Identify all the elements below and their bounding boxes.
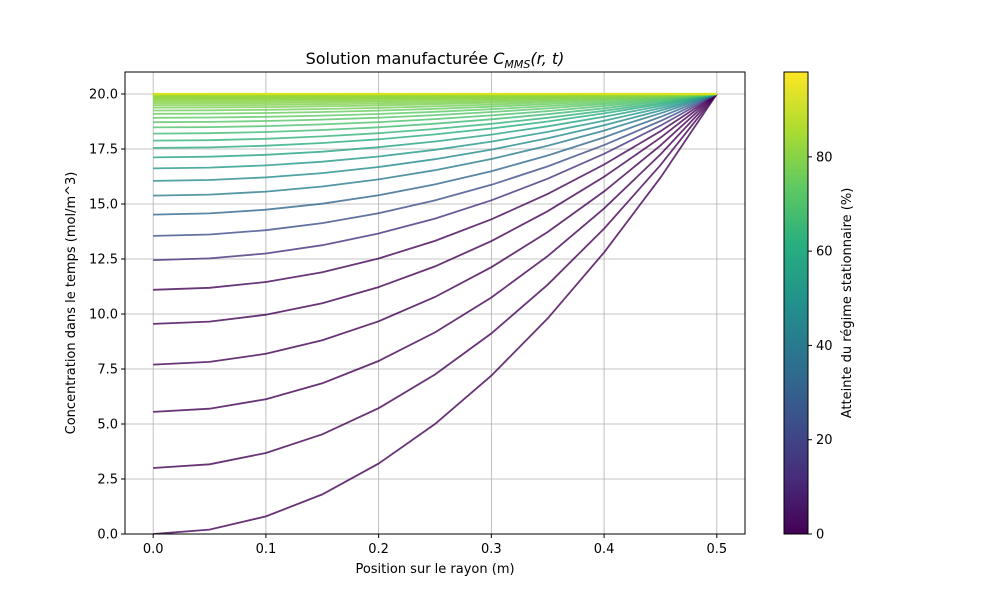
y-tick-label: 5.0 bbox=[97, 418, 118, 433]
series-line bbox=[153, 93, 717, 115]
x-tick-label: 0.1 bbox=[256, 542, 277, 557]
series-line bbox=[153, 93, 718, 469]
series-line bbox=[153, 93, 718, 237]
colorbar-tick-label: 60 bbox=[816, 245, 833, 260]
y-tick-label: 15.0 bbox=[89, 198, 118, 213]
y-tick-label: 2.5 bbox=[97, 473, 118, 488]
series-line bbox=[153, 93, 717, 129]
y-tick-label: 20.0 bbox=[89, 88, 118, 103]
series-line bbox=[153, 93, 718, 261]
series-line bbox=[153, 93, 718, 325]
y-tick-label: 17.5 bbox=[89, 143, 118, 158]
series-line bbox=[153, 93, 718, 197]
series-line bbox=[153, 93, 717, 159]
colorbar bbox=[783, 71, 809, 535]
series-line bbox=[153, 93, 717, 135]
x-tick-label: 0.0 bbox=[143, 542, 164, 557]
y-axis-label: Concentration dans le temps (mol/m^3) bbox=[64, 172, 79, 435]
colorbar-tick-label: 40 bbox=[816, 339, 833, 354]
plot-frame bbox=[124, 71, 746, 535]
x-tick-label: 0.5 bbox=[706, 542, 727, 557]
colorbar-ticks: 0 20 40 60 80 bbox=[808, 150, 833, 543]
series-line bbox=[153, 93, 718, 366]
series-line bbox=[153, 93, 718, 291]
colorbar-tick-label: 0 bbox=[816, 528, 824, 543]
x-tick-label: 0.3 bbox=[481, 542, 502, 557]
y-tick-label: 7.5 bbox=[97, 363, 118, 378]
y-tick-label: 12.5 bbox=[89, 253, 118, 268]
x-axis-label: Position sur le rayon (m) bbox=[355, 562, 514, 577]
series-line bbox=[153, 93, 718, 170]
colorbar-label: Atteinte du régime stationnaire (%) bbox=[840, 188, 855, 419]
y-axis: 0.0 2.5 5.0 7.5 10.0 12.5 15.0 17.5 20.0 bbox=[89, 88, 125, 543]
x-tick-label: 0.2 bbox=[368, 542, 389, 557]
x-axis: 0.0 0.1 0.2 0.3 0.4 0.5 bbox=[143, 534, 727, 557]
series-group bbox=[153, 92, 718, 534]
series-line bbox=[153, 93, 718, 534]
y-tick-label: 0.0 bbox=[97, 528, 118, 543]
series-line bbox=[153, 93, 717, 142]
x-tick-label: 0.4 bbox=[594, 542, 615, 557]
y-tick-label: 10.0 bbox=[89, 308, 118, 323]
colorbar-tick-label: 20 bbox=[816, 433, 833, 448]
series-line bbox=[153, 93, 717, 149]
series-line bbox=[153, 93, 717, 124]
series-line bbox=[153, 93, 718, 216]
chart-title: Solution manufacturée CMMS(r, t) bbox=[306, 49, 565, 71]
series-line bbox=[153, 93, 717, 119]
colorbar-tick-label: 80 bbox=[816, 150, 833, 165]
series-line bbox=[153, 93, 718, 182]
series-line bbox=[153, 93, 718, 413]
